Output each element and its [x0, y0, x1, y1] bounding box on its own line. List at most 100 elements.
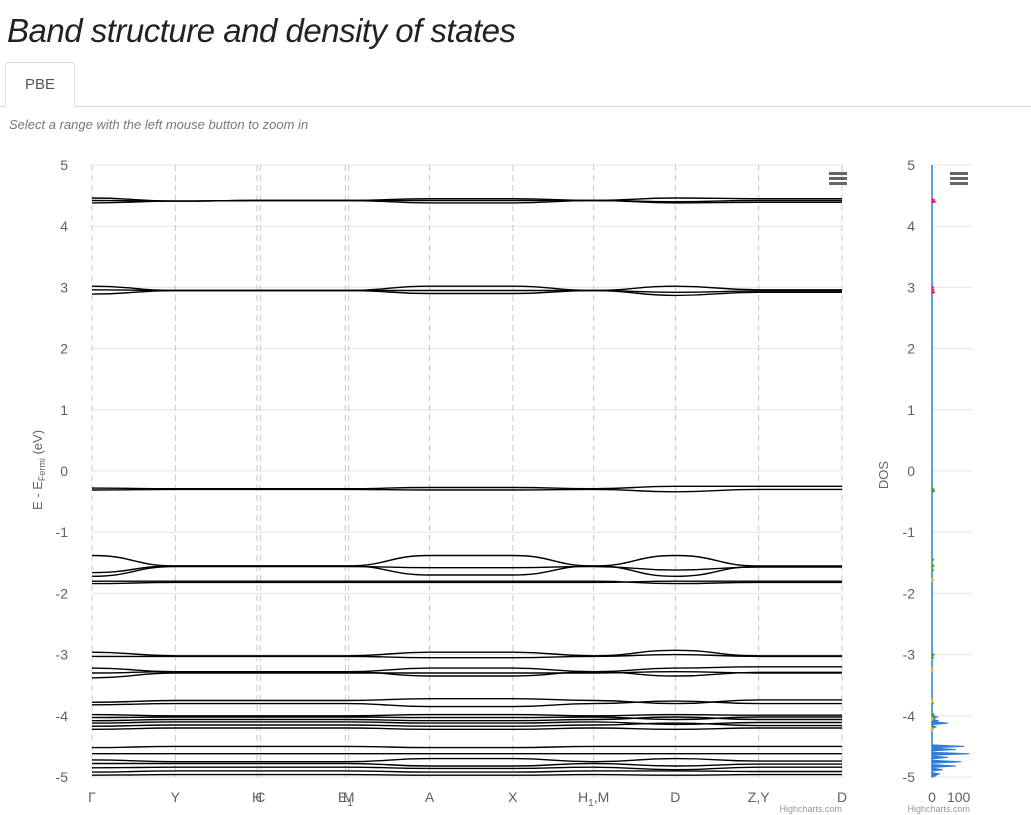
page-title: Band structure and density of states: [7, 12, 516, 49]
band-line-b26: [91, 727, 842, 731]
dos-peak: [931, 557, 935, 563]
band-y-axis-title: E - EFermi (eV): [30, 430, 47, 510]
dos-x-tick-label: 100: [947, 789, 971, 805]
band-x-ticks: Γ Y HC E1M A X H1,M D Z,Y D: [88, 789, 847, 809]
band-line-b32: [91, 770, 842, 773]
band-line-b30: [92, 762, 842, 767]
dos-peak: [931, 716, 935, 722]
band-menu-icon[interactable]: [829, 172, 847, 185]
band-x-tick-label: A: [425, 789, 435, 805]
tab-bar: PBE: [0, 62, 1031, 107]
tab-pbe[interactable]: PBE: [5, 62, 75, 107]
band-line-b6: [91, 289, 842, 297]
zoom-hint: Select a range with the left mouse butto…: [9, 117, 309, 132]
band-x-tick-label: M: [343, 789, 355, 805]
dos-peak: [931, 666, 934, 673]
band-line-b24: [91, 721, 842, 726]
dos-y-tick-label: 3: [907, 279, 915, 295]
band-lines: [91, 197, 842, 776]
band-line-b13: [91, 580, 842, 585]
dos-peak: [931, 289, 936, 295]
band-line-b3: [91, 197, 842, 204]
dos-series: [931, 197, 970, 778]
dos-y-tick-label: -1: [903, 524, 916, 540]
dos-x-tick-label: 0: [928, 789, 936, 805]
band-line-b27: [91, 745, 842, 749]
band-x-tick-label: H: [252, 789, 262, 805]
band-x-tick-label: E1: [338, 789, 353, 809]
band-line-b23: [91, 716, 842, 722]
dos-y-tick-label: 0: [907, 463, 915, 479]
band-y-tick-label: -4: [56, 708, 69, 724]
band-y-tick-label: -5: [56, 769, 69, 785]
band-y-tick-label: 1: [60, 402, 68, 418]
dos-y-tick-label: 1: [907, 402, 915, 418]
dos-peak: [931, 700, 935, 707]
dos-y-ticks: 5 4 3 2 1 0 -1 -2 -3 -4 -5: [903, 157, 916, 785]
dos-y-tick-label: -3: [903, 647, 916, 663]
dos-peak: [931, 563, 936, 569]
dos-peak: [931, 755, 949, 760]
band-line-b22: [91, 716, 842, 721]
dos-peak: [931, 197, 936, 203]
dos-peak: [931, 488, 936, 494]
dos-peak: [931, 726, 935, 733]
band-x-tick-label: Γ: [88, 789, 96, 805]
band-line-b29: [91, 757, 842, 763]
band-line-b8: [91, 488, 842, 493]
dos-y-tick-label: 4: [907, 218, 915, 234]
dos-peak: [931, 655, 935, 661]
dos-y-axis-title: DOS: [876, 461, 891, 490]
band-x-tick-label: H1,M: [578, 789, 609, 809]
dos-y-tick-label: 5: [907, 157, 915, 173]
band-line-b31: [91, 766, 842, 771]
dos-menu-icon[interactable]: [950, 172, 968, 185]
band-line-b25: [91, 722, 842, 727]
band-x-tick-label: X: [508, 789, 518, 805]
band-x-tick-label: D: [837, 789, 847, 805]
dos-peak: [931, 697, 934, 704]
dos-y-tick-label: -5: [903, 769, 916, 785]
band-y-tick-label: 3: [60, 279, 68, 295]
dos-credit[interactable]: Highcharts.com: [907, 804, 970, 814]
dos-y-tick-label: -2: [903, 585, 916, 601]
dos-y-tick-label: 2: [907, 341, 915, 357]
band-line-b17: [91, 670, 842, 677]
band-y-tick-label: 2: [60, 341, 68, 357]
band-line-b9: [91, 554, 842, 567]
dos-peak: [931, 721, 949, 726]
band-x-tick-label: C: [255, 789, 265, 805]
dos-peak: [931, 747, 957, 752]
band-line-b12: [92, 580, 842, 585]
band-y-tick-label: -1: [56, 524, 69, 540]
dos-peak: [931, 284, 935, 291]
band-grid: [91, 164, 843, 778]
band-line-b15: [92, 653, 842, 659]
dos-peak: [931, 577, 935, 583]
band-line-b19: [91, 697, 842, 705]
ylabel-main: E - E: [30, 481, 45, 510]
dos-peak: [931, 767, 943, 772]
band-x-tick-label: D: [670, 789, 680, 805]
dos-peak: [931, 773, 938, 778]
band-y-tick-label: 5: [60, 157, 68, 173]
band-line-b21: [91, 713, 842, 717]
dos-peak: [931, 287, 936, 293]
dos-peak: [931, 744, 965, 749]
dos-grid: [931, 164, 972, 778]
band-x-tick-label: Y: [171, 789, 181, 805]
band-x-tick-label: Z,Y: [748, 789, 770, 805]
ylabel-sub: Fermi: [37, 458, 47, 481]
band-credit[interactable]: Highcharts.com: [779, 804, 842, 814]
band-line-b18: [91, 670, 842, 679]
dos-peak: [931, 751, 970, 756]
band-y-tick-label: -2: [56, 585, 69, 601]
dos-y-tick-label: -4: [903, 708, 916, 724]
band-line-b20: [91, 700, 842, 708]
band-y-ticks: 5 4 3 2 1 0 -1 -2 -3 -4 -5: [56, 157, 69, 785]
dos-peak: [931, 759, 962, 764]
band-y-tick-label: 0: [60, 463, 68, 479]
dos-peak: [931, 652, 936, 658]
dos-peak: [931, 712, 936, 718]
